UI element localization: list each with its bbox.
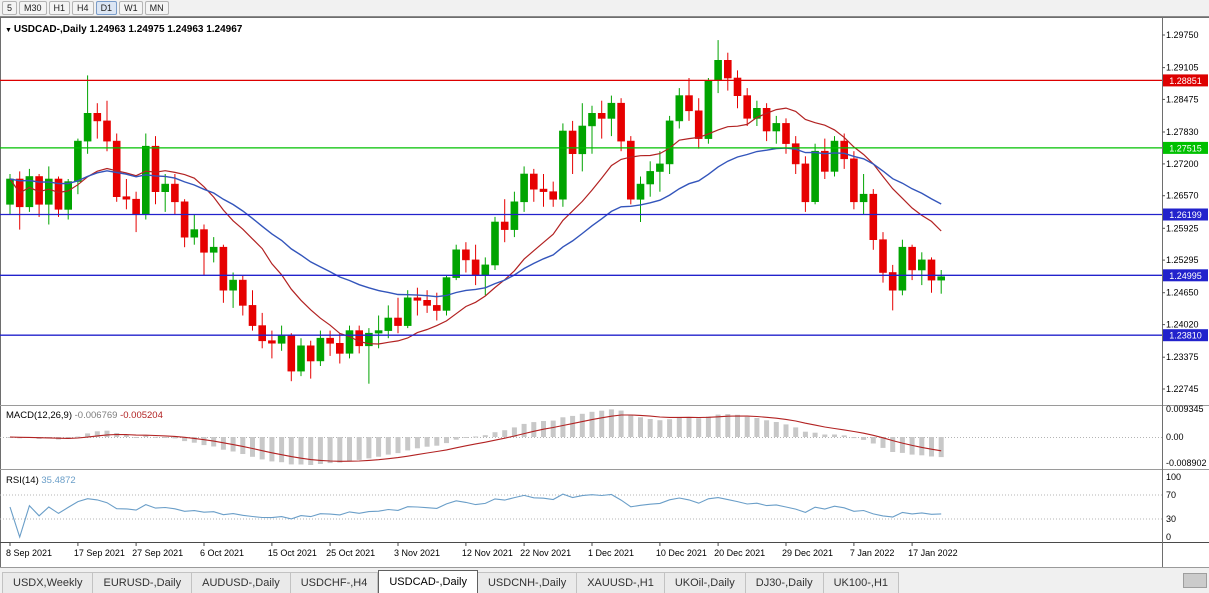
svg-text:0.009345: 0.009345 xyxy=(1166,404,1204,414)
tab-eurusd-daily[interactable]: EURUSD-,Daily xyxy=(93,572,193,593)
macd-panel: MACD(12,26,9) -0.006769 -0.005204 xyxy=(0,409,1162,465)
tab-audusd-daily[interactable]: AUDUSD-,Daily xyxy=(192,572,291,593)
svg-text:7 Jan 2022: 7 Jan 2022 xyxy=(850,548,895,558)
chart-symbol-header: ▼ USDCAD-,Daily 1.24963 1.24975 1.24963 … xyxy=(5,24,243,35)
svg-text:1.25925: 1.25925 xyxy=(1166,223,1199,233)
svg-text:1.23375: 1.23375 xyxy=(1166,352,1199,362)
rsi-panel: RSI(14) 35.4872 xyxy=(0,475,1162,539)
ma-fast-line xyxy=(9,107,942,345)
tab-uk100-h1[interactable]: UK100-,H1 xyxy=(823,572,900,593)
svg-text:1.29750: 1.29750 xyxy=(1166,30,1199,40)
svg-text:-0.008902: -0.008902 xyxy=(1166,458,1207,468)
svg-text:15 Oct 2021: 15 Oct 2021 xyxy=(268,548,317,558)
svg-text:1.24020: 1.24020 xyxy=(1166,320,1199,330)
svg-text:17 Sep 2021: 17 Sep 2021 xyxy=(74,548,125,558)
tab-xauusd-h1[interactable]: XAUUSD-,H1 xyxy=(577,572,665,593)
svg-text:25 Oct 2021: 25 Oct 2021 xyxy=(326,548,375,558)
svg-text:70: 70 xyxy=(1166,490,1176,500)
hline-price-tag xyxy=(1163,269,1208,282)
svg-text:1.27830: 1.27830 xyxy=(1166,127,1199,137)
svg-text:1.27515: 1.27515 xyxy=(1169,143,1202,153)
usdcad-daily-chart[interactable]: MACD(12,26,9) -0.006769 -0.005204 RSI(14)… xyxy=(0,17,1209,567)
hline-price-tag xyxy=(1163,74,1208,87)
hline-price-tag xyxy=(1163,141,1208,154)
svg-text:1.25295: 1.25295 xyxy=(1166,255,1199,265)
svg-text:10 Dec 2021: 10 Dec 2021 xyxy=(656,548,707,558)
svg-text:20 Dec 2021: 20 Dec 2021 xyxy=(714,548,765,558)
timeframe-button-m30[interactable]: M30 xyxy=(19,1,47,15)
hline-price-tag xyxy=(1163,208,1208,221)
svg-text:1.23810: 1.23810 xyxy=(1169,331,1202,341)
svg-text:29 Dec 2021: 29 Dec 2021 xyxy=(782,548,833,558)
tab-dj30-daily[interactable]: DJ30-,Daily xyxy=(745,572,824,593)
timeframe-button-5[interactable]: 5 xyxy=(2,1,18,15)
rsi-line xyxy=(9,493,942,539)
svg-text:22 Nov 2021: 22 Nov 2021 xyxy=(520,548,571,558)
timeframe-button-mn[interactable]: MN xyxy=(144,1,169,15)
tabbar-scrollbar[interactable] xyxy=(1183,573,1207,588)
svg-text:1.22745: 1.22745 xyxy=(1166,384,1199,394)
svg-text:1 Dec 2021: 1 Dec 2021 xyxy=(588,548,634,558)
candles-layer xyxy=(6,40,946,384)
svg-text:8 Sep 2021: 8 Sep 2021 xyxy=(6,548,52,558)
svg-text:100: 100 xyxy=(1166,472,1181,482)
svg-text:6 Oct 2021: 6 Oct 2021 xyxy=(200,548,244,558)
macd-label: MACD(12,26,9) -0.006769 -0.005204 xyxy=(6,410,163,421)
svg-text:1.27200: 1.27200 xyxy=(1166,159,1199,169)
svg-text:1.26199: 1.26199 xyxy=(1169,210,1202,220)
svg-text:0: 0 xyxy=(1166,532,1171,542)
svg-text:1.29105: 1.29105 xyxy=(1166,63,1199,73)
svg-text:0.00: 0.00 xyxy=(1166,432,1184,442)
tab-usdchf-h4[interactable]: USDCHF-,H4 xyxy=(290,572,379,593)
timeframe-button-d1[interactable]: D1 xyxy=(95,1,118,15)
svg-text:30: 30 xyxy=(1166,514,1176,524)
price-axis: 1.29750 1.29105 1.28475 1.27830 1.27200 1.265… xyxy=(1162,17,1208,567)
svg-text:12 Nov 2021: 12 Nov 2021 xyxy=(462,548,513,558)
svg-text:1.26570: 1.26570 xyxy=(1166,191,1199,201)
time-axis: 8 Sep 2021 17 Sep 2021 27 Sep 2021 6 Oct 20… xyxy=(6,543,958,558)
horizontal-lines[interactable] xyxy=(0,79,1162,336)
chart-area: MACD(12,26,9) -0.006769 -0.005204 RSI(14)… xyxy=(0,17,1209,567)
svg-text:1.24995: 1.24995 xyxy=(1169,271,1202,281)
timeframe-button-w1[interactable]: W1 xyxy=(119,1,143,15)
svg-text:17 Jan 2022: 17 Jan 2022 xyxy=(908,548,958,558)
tab-usdcad-daily[interactable]: USDCAD-,Daily xyxy=(378,570,478,593)
rsi-label: RSI(14) 35.4872 xyxy=(6,475,76,486)
tab-ukoil-daily[interactable]: UKOil-,Daily xyxy=(664,572,746,593)
timeframe-button-h4[interactable]: H4 xyxy=(72,1,94,15)
tab-usdcnh-daily[interactable]: USDCNH-,Daily xyxy=(477,572,578,593)
svg-text:1.24650: 1.24650 xyxy=(1166,288,1199,298)
timeframe-toolbar: 5 M30 H1 H4 D1 W1 MN xyxy=(0,0,1209,17)
svg-text:27 Sep 2021: 27 Sep 2021 xyxy=(132,548,183,558)
hline-price-tag xyxy=(1163,329,1208,342)
chart-tabbar: USDX,Weekly EURUSD-,Daily AUDUSD-,Daily USD… xyxy=(0,567,1209,593)
timeframe-button-h1[interactable]: H1 xyxy=(48,1,71,15)
svg-text:1.28851: 1.28851 xyxy=(1169,76,1202,86)
svg-text:1.28475: 1.28475 xyxy=(1166,94,1199,104)
svg-text:3 Nov 2021: 3 Nov 2021 xyxy=(394,548,440,558)
macd-signal-line xyxy=(9,414,942,462)
tab-usdx-weekly[interactable]: USDX,Weekly xyxy=(2,572,94,593)
